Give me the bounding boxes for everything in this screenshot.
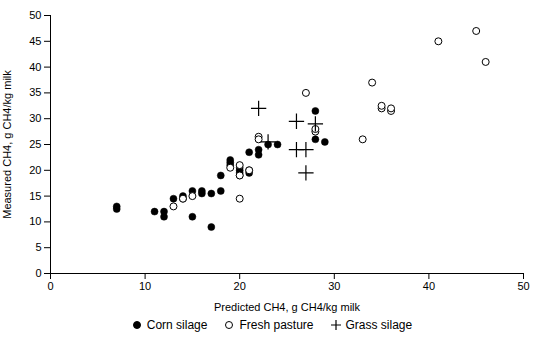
svg-text:40: 40: [423, 280, 435, 292]
svg-text:Measured CH4, g CH4/kg milk: Measured CH4, g CH4/kg milk: [1, 70, 13, 219]
svg-text:15: 15: [29, 190, 41, 202]
svg-text:30: 30: [29, 112, 41, 124]
svg-text:10: 10: [29, 215, 41, 227]
html-text:Fresh pasture: Fresh pasture: [239, 318, 314, 332]
svg-text:10: 10: [139, 280, 151, 292]
svg-text:40: 40: [29, 61, 41, 73]
svg-text:50: 50: [29, 9, 41, 21]
svg-text:20: 20: [234, 280, 246, 292]
svg-text:25: 25: [29, 138, 41, 150]
svg-text:35: 35: [29, 86, 41, 98]
svg-text:Predicted CH4, g CH4/kg milk: Predicted CH4, g CH4/kg milk: [214, 301, 361, 313]
svg-text:50: 50: [517, 280, 529, 292]
svg-text:45: 45: [29, 35, 41, 47]
svg-text:30: 30: [328, 280, 340, 292]
svg-text:0: 0: [35, 267, 41, 279]
svg-text:20: 20: [29, 164, 41, 176]
html-text:Corn silage: Corn silage: [146, 318, 208, 332]
svg-text:0: 0: [47, 280, 53, 292]
html-text:Grass silage: Grass silage: [345, 318, 413, 332]
svg-text:5: 5: [35, 241, 41, 253]
